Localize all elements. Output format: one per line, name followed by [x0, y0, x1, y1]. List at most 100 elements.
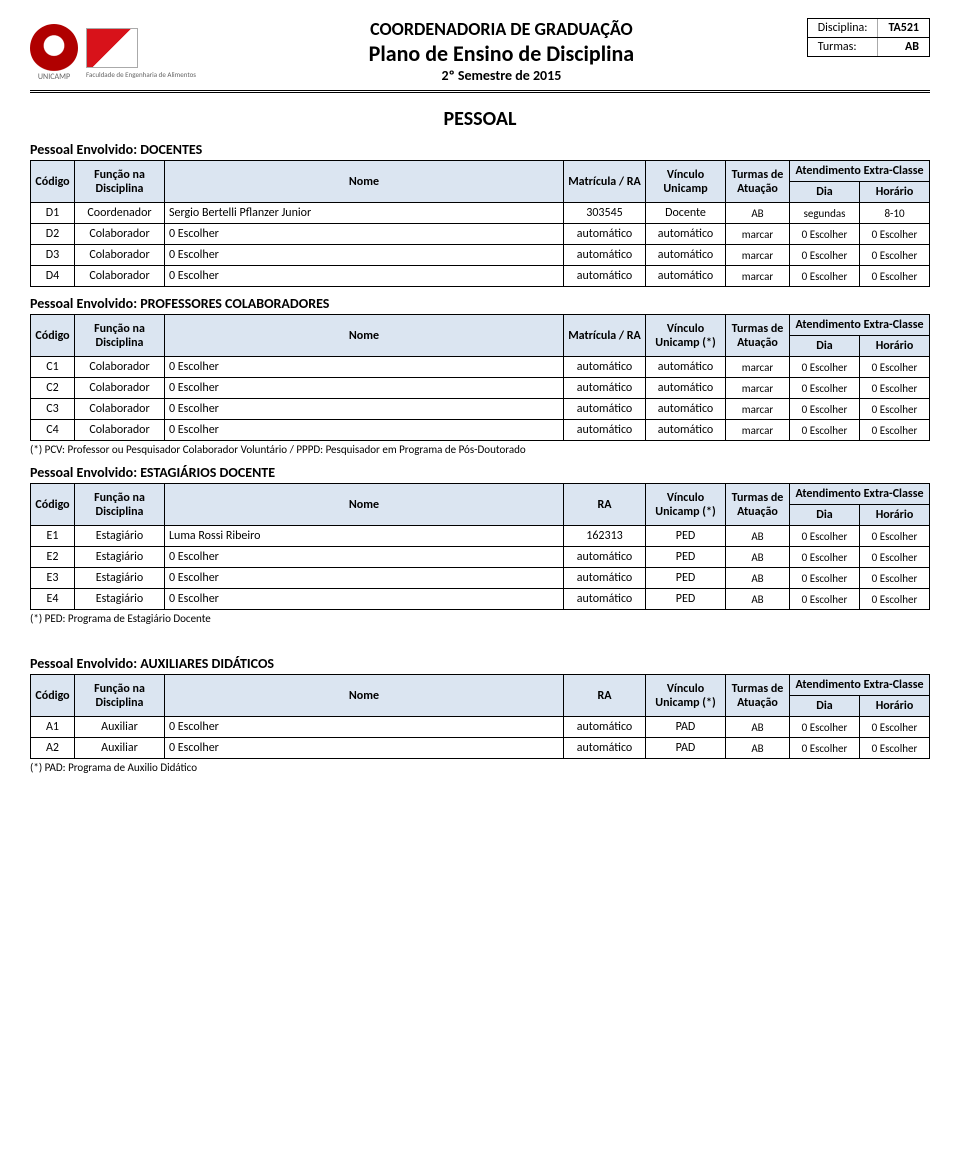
cell-nome: Luma Rossi Ribeiro [165, 526, 564, 547]
th-funcao: Função na Disciplina [75, 161, 165, 203]
th-codigo: Código [31, 161, 75, 203]
table-row: E1EstagiárioLuma Rossi Ribeiro162313PEDA… [31, 526, 930, 547]
th-turmas: Turmas de Atuação [726, 675, 790, 717]
cell-turmas: AB [726, 203, 790, 224]
cell-matricula: 303545 [564, 203, 646, 224]
cell-turmas: AB [726, 717, 790, 738]
cell-codigo: A2 [31, 738, 75, 759]
th-turmas: Turmas de Atuação [726, 315, 790, 357]
meta-turmas-value: AB [878, 38, 929, 57]
table-row: C1Colaborador0 Escolherautomáticoautomát… [31, 357, 930, 378]
th-ra: RA [564, 675, 646, 717]
cell-dia: 0 Escolher [790, 589, 860, 610]
th-dia: Dia [790, 336, 860, 357]
cell-vinculo: automático [646, 224, 726, 245]
cell-codigo: E1 [31, 526, 75, 547]
cell-turmas: AB [726, 568, 790, 589]
cell-matricula: automático [564, 568, 646, 589]
th-codigo: Código [31, 315, 75, 357]
cell-codigo: A1 [31, 717, 75, 738]
th-funcao: Função na Disciplina [75, 675, 165, 717]
cell-nome: Sergio Bertelli Pflanzer Junior [165, 203, 564, 224]
th-vinculo: Vínculo Unicamp (*) [646, 315, 726, 357]
cell-horario: 0 Escolher [860, 526, 930, 547]
cell-vinculo: automático [646, 266, 726, 287]
cell-vinculo: PAD [646, 738, 726, 759]
cell-funcao: Colaborador [75, 245, 165, 266]
th-funcao: Função na Disciplina [75, 484, 165, 526]
cell-nome: 0 Escolher [165, 420, 564, 441]
subhead-professores: Pessoal Envolvido: PROFESSORES COLABORAD… [30, 295, 930, 312]
cell-funcao: Estagiário [75, 568, 165, 589]
cell-horario: 0 Escolher [860, 568, 930, 589]
cell-vinculo: PAD [646, 717, 726, 738]
cell-horario: 0 Escolher [860, 738, 930, 759]
cell-vinculo: automático [646, 357, 726, 378]
table-professores: Código Função na Disciplina Nome Matrícu… [30, 314, 930, 441]
cell-nome: 0 Escolher [165, 245, 564, 266]
th-matricula: Matrícula / RA [564, 315, 646, 357]
table-header: Código Função na Disciplina Nome Matrícu… [31, 161, 930, 203]
table-row: C2Colaborador0 Escolherautomáticoautomát… [31, 378, 930, 399]
header-title-3: 2º Semestre de 2015 [204, 67, 799, 84]
cell-matricula: automático [564, 266, 646, 287]
cell-dia: 0 Escolher [790, 357, 860, 378]
cell-nome: 0 Escolher [165, 568, 564, 589]
cell-codigo: C3 [31, 399, 75, 420]
cell-nome: 0 Escolher [165, 399, 564, 420]
cell-funcao: Colaborador [75, 420, 165, 441]
cell-matricula: automático [564, 224, 646, 245]
th-dia: Dia [790, 696, 860, 717]
cell-funcao: Estagiário [75, 547, 165, 568]
cell-funcao: Colaborador [75, 378, 165, 399]
cell-horario: 0 Escolher [860, 357, 930, 378]
cell-funcao: Colaborador [75, 266, 165, 287]
cell-codigo: C2 [31, 378, 75, 399]
th-vinculo: Vínculo Unicamp [646, 161, 726, 203]
table-row: A1Auxiliar0 EscolherautomáticoPADAB0 Esc… [31, 717, 930, 738]
cell-dia: 0 Escolher [790, 245, 860, 266]
cell-funcao: Colaborador [75, 224, 165, 245]
th-atend: Atendimento Extra-Classe [790, 161, 930, 182]
cell-horario: 0 Escolher [860, 399, 930, 420]
table-header: Código Função na Disciplina Nome RA Vínc… [31, 675, 930, 717]
cell-nome: 0 Escolher [165, 266, 564, 287]
cell-nome: 0 Escolher [165, 357, 564, 378]
th-matricula: Matrícula / RA [564, 161, 646, 203]
cell-horario: 0 Escolher [860, 717, 930, 738]
header-title-2: Plano de Ensino de Disciplina [204, 40, 799, 67]
cell-dia: 0 Escolher [790, 420, 860, 441]
cell-codigo: D4 [31, 266, 75, 287]
th-horario: Horário [860, 336, 930, 357]
cell-codigo: D2 [31, 224, 75, 245]
cell-horario: 0 Escolher [860, 589, 930, 610]
meta-box: Disciplina: TA521 Turmas: AB [807, 18, 930, 57]
page-header: UNICAMP Faculdade de Engenharia de Alime… [30, 18, 930, 84]
cell-horario: 8-10 [860, 203, 930, 224]
cell-nome: 0 Escolher [165, 738, 564, 759]
table-auxiliares: Código Função na Disciplina Nome RA Vínc… [30, 674, 930, 759]
th-codigo: Código [31, 675, 75, 717]
table-row: E3Estagiário0 EscolherautomáticoPEDAB0 E… [31, 568, 930, 589]
th-vinculo: Vínculo Unicamp (*) [646, 675, 726, 717]
table-row: D4Colaborador0 Escolherautomáticoautomát… [31, 266, 930, 287]
cell-matricula: automático [564, 547, 646, 568]
table-row: C3Colaborador0 Escolherautomáticoautomát… [31, 399, 930, 420]
cell-matricula: automático [564, 717, 646, 738]
cell-vinculo: PED [646, 526, 726, 547]
subhead-estagiarios: Pessoal Envolvido: ESTAGIÁRIOS DOCENTE [30, 464, 930, 481]
cell-dia: 0 Escolher [790, 266, 860, 287]
cell-turmas: marcar [726, 420, 790, 441]
cell-turmas: marcar [726, 224, 790, 245]
cell-dia: 0 Escolher [790, 378, 860, 399]
cell-turmas: AB [726, 589, 790, 610]
cell-dia: 0 Escolher [790, 568, 860, 589]
cell-funcao: Colaborador [75, 357, 165, 378]
cell-matricula: automático [564, 357, 646, 378]
meta-turmas-label: Turmas: [808, 38, 878, 57]
cell-horario: 0 Escolher [860, 266, 930, 287]
th-dia: Dia [790, 505, 860, 526]
header-title-1: COORDENADORIA DE GRADUAÇÃO [204, 18, 799, 40]
cell-dia: 0 Escolher [790, 399, 860, 420]
th-horario: Horário [860, 505, 930, 526]
